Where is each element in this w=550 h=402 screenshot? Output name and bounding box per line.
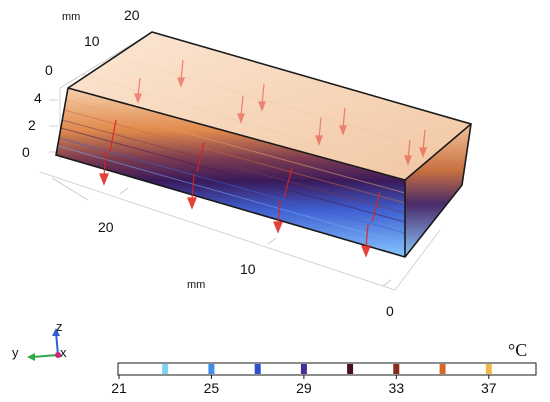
legend-isotherm-37 [485,364,492,374]
vertical-axis-tick-4: 4 [34,90,42,106]
legend-isotherm-23 [162,364,169,374]
legend-tick-label-25: 25 [204,380,220,396]
legend-isotherm-31 [347,364,354,374]
vertical-axis-tick-2: 2 [28,117,36,133]
legend-tick-label-33: 33 [389,380,405,396]
box-front-face [56,88,405,257]
legend-ticks: 21 25 29 33 37 [111,375,497,396]
isotherm-layers [57,99,406,245]
triad-z-label: z [56,319,63,334]
box-top-face [68,32,471,180]
triad-x-label: x [60,345,67,360]
temperature-box[interactable] [55,31,472,258]
legend-isotherm-35 [439,364,446,374]
bottom-axis-tick-10: 10 [240,261,256,277]
legend-isotherm-29 [300,364,307,374]
orientation-triad[interactable]: z y x [12,319,67,361]
triad-x-axis [55,352,61,358]
vertical-axis-tick-0: 0 [22,144,30,160]
box-outline [55,31,472,258]
legend-isotherm-27 [254,364,261,374]
heat-flux-arrows [99,59,427,258]
bottom-axis-tick-0: 0 [386,303,394,319]
top-axis-unit: mm [62,11,80,23]
legend-tick-label-29: 29 [296,380,312,396]
legend-tick-label-21: 21 [111,380,127,396]
triad-z-arrowhead [52,328,60,336]
triad-y-arrowhead [27,353,35,361]
legend-bar [117,362,537,376]
temperature-legend: 21 25 29 33 37 °C [111,340,537,396]
box-right-face [405,124,471,257]
bottom-axis-unit: mm [187,279,205,291]
legend-unit: °C [508,340,527,360]
triad-y-label: y [12,345,19,360]
left-axis-tick-20: 20 [98,219,114,235]
top-axis-tick-20: 20 [124,7,140,23]
legend-isotherm-25 [208,364,215,374]
legend-tick-label-37: 37 [481,380,497,396]
top-axis-tick-0: 0 [45,62,53,78]
triad-y-axis [31,354,59,358]
top-axis-tick-10: 10 [84,33,100,49]
legend-isotherm-marks [162,364,492,374]
legend-isotherm-33 [393,364,400,374]
